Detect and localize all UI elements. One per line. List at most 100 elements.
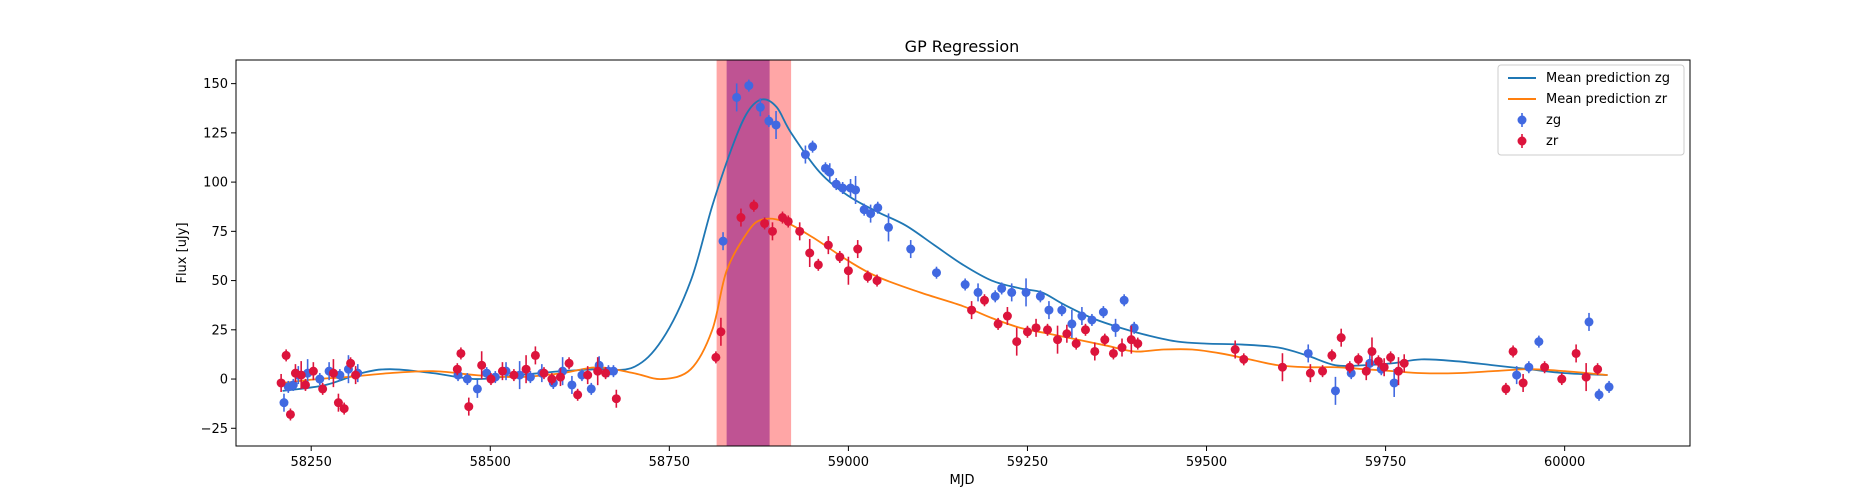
zg-point xyxy=(997,283,1007,293)
legend-marker-zg xyxy=(1517,113,1527,127)
zr-point xyxy=(601,368,611,378)
zr-point xyxy=(276,378,286,388)
zr-point xyxy=(716,327,726,337)
zg-point xyxy=(906,244,916,254)
zr-point xyxy=(1022,327,1032,337)
chart-title: GP Regression xyxy=(905,37,1020,56)
zr-point xyxy=(1053,335,1063,345)
zr-point xyxy=(979,295,989,305)
zr-point xyxy=(795,226,805,236)
zr-point xyxy=(1031,323,1041,333)
zr-point xyxy=(296,370,306,380)
legend-point xyxy=(1517,136,1527,146)
zr-point xyxy=(1012,337,1022,347)
zg-point xyxy=(973,287,983,297)
zg-point xyxy=(1057,305,1067,315)
zg-point xyxy=(472,384,482,394)
zr-point xyxy=(1100,335,1110,345)
legend-label-zr-points: zr xyxy=(1546,134,1559,149)
zr-point xyxy=(967,305,977,315)
zr-point xyxy=(555,372,565,382)
y-tick-label: 50 xyxy=(211,274,228,289)
y-tick-label: 25 xyxy=(211,323,228,338)
x-tick-label: 59750 xyxy=(1365,455,1406,470)
zr-point xyxy=(760,218,770,228)
zr-point xyxy=(1318,366,1328,376)
x-tick-label: 58750 xyxy=(649,455,690,470)
zr-point xyxy=(1133,339,1143,349)
zr-point xyxy=(1336,333,1346,343)
zr-point xyxy=(1062,329,1072,339)
zg-point xyxy=(1512,370,1522,380)
zg-point xyxy=(279,398,289,408)
zr-point xyxy=(456,348,466,358)
y-axis-label: Flux [uJy] xyxy=(175,222,190,283)
zr-point xyxy=(583,370,593,380)
zr-point xyxy=(1379,362,1389,372)
zg-point xyxy=(800,150,810,160)
zr-point xyxy=(1361,366,1371,376)
zg-point xyxy=(288,380,298,390)
zr-point xyxy=(813,260,823,270)
zr-point xyxy=(1373,356,1383,366)
zr-point xyxy=(452,364,462,374)
legend-label-zr-line: Mean prediction zr xyxy=(1546,92,1668,107)
zg-point xyxy=(1534,337,1544,347)
zg-point xyxy=(718,236,728,246)
zg-point xyxy=(764,116,774,126)
data-points xyxy=(276,79,1614,421)
y-axis-ticks: −25 0 25 50 75 100 125 150 xyxy=(201,77,236,437)
x-tick-label: 59000 xyxy=(828,455,869,470)
y-tick-label: 125 xyxy=(203,126,228,141)
legend-marker-zr xyxy=(1517,134,1527,148)
zr-point xyxy=(611,394,621,404)
zr-point xyxy=(285,409,295,419)
legend-point xyxy=(1517,115,1527,125)
zr-point xyxy=(1239,354,1249,364)
legend: Mean prediction zg Mean prediction zr zg… xyxy=(1497,64,1685,156)
zr-point xyxy=(1581,372,1591,382)
zr-point xyxy=(749,201,759,211)
zr-point xyxy=(539,368,549,378)
zg-point xyxy=(732,92,742,102)
zr-point xyxy=(509,370,519,380)
zr-point xyxy=(530,350,540,360)
zg-point xyxy=(1077,311,1087,321)
zg-point xyxy=(990,291,1000,301)
zr-point xyxy=(863,272,873,282)
legend-label-zg-points: zg xyxy=(1546,113,1561,128)
zg-point xyxy=(586,384,596,394)
zr-point xyxy=(1071,339,1081,349)
zr-point xyxy=(1327,350,1337,360)
zg-point xyxy=(851,185,861,195)
zg-point xyxy=(567,380,577,390)
zr-point xyxy=(1540,362,1550,372)
zr-point xyxy=(1080,325,1090,335)
zg-point xyxy=(1303,348,1313,358)
zr-point xyxy=(1043,325,1053,335)
x-tick-label: 59500 xyxy=(1186,455,1227,470)
zr-point xyxy=(853,244,863,254)
zr-point xyxy=(1126,335,1136,345)
zr-point xyxy=(1345,362,1355,372)
legend-box xyxy=(1497,64,1685,156)
zg-point xyxy=(608,366,618,376)
zr-point xyxy=(1501,384,1511,394)
zr-point xyxy=(464,402,474,412)
zg-point xyxy=(1330,386,1340,396)
zr-point xyxy=(497,366,507,376)
zr-point xyxy=(346,358,356,368)
legend-label-zg-line: Mean prediction zg xyxy=(1546,71,1670,86)
zr-point xyxy=(993,319,1003,329)
zr-point xyxy=(318,384,328,394)
zr-point xyxy=(1393,366,1403,376)
zg-point xyxy=(1604,382,1614,392)
zr-point xyxy=(736,213,746,223)
zg-point xyxy=(525,372,535,382)
zr-point xyxy=(573,390,583,400)
zr-point xyxy=(1593,364,1603,374)
zr-point xyxy=(1518,378,1528,388)
x-tick-label: 58500 xyxy=(470,455,511,470)
zr-point xyxy=(300,380,310,390)
